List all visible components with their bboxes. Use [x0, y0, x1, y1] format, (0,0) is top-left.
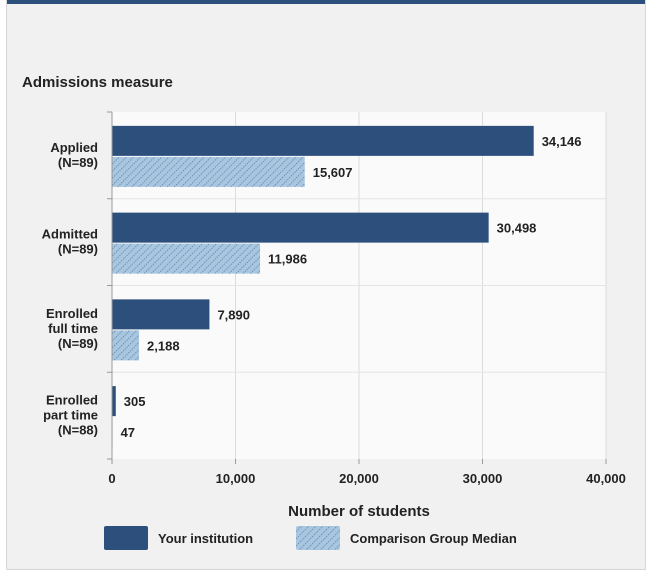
x-tick-label: 10,000 [216, 471, 256, 486]
category-label-line: (N=89) [58, 242, 98, 257]
category-label-line: (N=88) [58, 423, 98, 438]
category-label-line: (N=89) [58, 155, 98, 170]
bar-value-label: 2,188 [147, 338, 180, 353]
bar-value-label: 47 [121, 425, 135, 440]
category-label-line: full time [48, 321, 98, 336]
category-label: Enrolled part time (N=88) [43, 393, 98, 438]
x-tick-label: 0 [108, 471, 115, 486]
bar-value-label: 15,607 [313, 165, 353, 180]
category-label-line: Applied [50, 140, 98, 155]
bar-value-label: 305 [124, 394, 146, 409]
x-tick-label: 30,000 [463, 471, 503, 486]
bar-your-institution [112, 212, 489, 243]
bar-value-label: 34,146 [542, 134, 582, 149]
category-label: Enrolled full time (N=89) [46, 306, 98, 351]
bar-your-institution [112, 386, 116, 417]
category-label: Admitted (N=89) [42, 227, 98, 257]
x-axis-label: Number of students [288, 503, 430, 520]
category-label: Applied (N=89) [50, 140, 98, 170]
legend-swatch [296, 526, 340, 550]
bar-value-label: 7,890 [217, 307, 250, 322]
x-tick-label: 40,000 [586, 471, 626, 486]
category-label-line: (N=89) [58, 336, 98, 351]
bar-comparison-median [112, 330, 140, 361]
bar-value-label: 11,986 [268, 252, 307, 267]
category-label-line: Enrolled [46, 306, 98, 321]
bar-your-institution [112, 125, 534, 156]
legend-label: Comparison Group Median [350, 531, 517, 546]
category-label-line: part time [43, 408, 98, 423]
category-label-line: Admitted [42, 227, 98, 242]
top-accent-bar [7, 0, 645, 4]
legend-label: Your institution [158, 531, 253, 546]
category-label-line: Enrolled [46, 393, 98, 408]
legend-swatch [104, 526, 148, 550]
bar-your-institution [112, 299, 210, 330]
chart-title: Admissions measure [22, 74, 173, 91]
bar-value-label: 30,498 [497, 221, 537, 236]
bar-comparison-median [112, 243, 261, 274]
bar-comparison-median [112, 156, 305, 187]
x-tick-label: 20,000 [339, 471, 379, 486]
